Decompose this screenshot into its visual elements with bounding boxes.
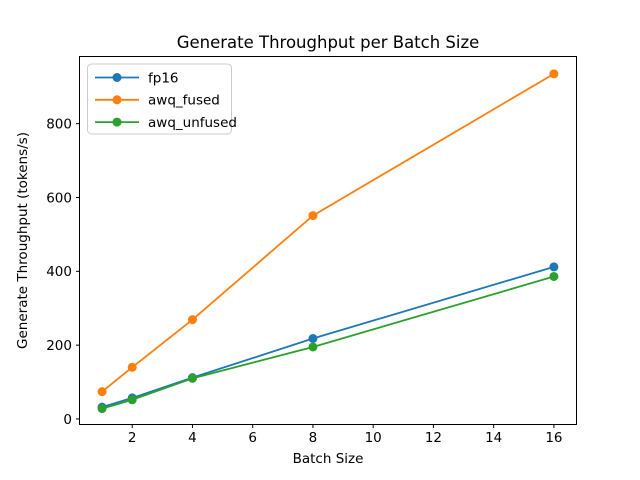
- chart-title: Generate Throughput per Batch Size: [177, 33, 480, 52]
- y-tick-label: 0: [63, 412, 72, 428]
- y-tick-label: 800: [46, 116, 72, 132]
- x-tick-label: 2: [128, 430, 137, 446]
- series-marker-awq_fused: [187, 315, 197, 325]
- series-marker-awq_unfused: [97, 404, 107, 414]
- axis-ticks-group: 2 4 6 8 10 12 14 16 0 200 400 600 800: [46, 116, 562, 446]
- legend-label-fp16: fp16: [148, 70, 179, 86]
- y-tick-label: 400: [46, 264, 72, 280]
- x-tick-label: 10: [365, 430, 382, 446]
- legend-marker-awq_unfused: [112, 117, 122, 127]
- legend-label-awq_fused: awq_fused: [148, 93, 220, 109]
- legend-label-awq_unfused: awq_unfused: [148, 115, 237, 131]
- series-marker-awq_fused: [127, 362, 137, 372]
- x-tick-label: 4: [188, 430, 197, 446]
- series-marker-awq_unfused: [549, 271, 559, 281]
- y-tick-label: 600: [46, 190, 72, 206]
- series-marker-fp16: [549, 262, 559, 272]
- legend-frame: [87, 63, 232, 135]
- plot-border: [79, 56, 577, 425]
- series-group: [97, 69, 559, 414]
- series-marker-awq_fused: [549, 69, 559, 79]
- series-marker-awq_fused: [308, 211, 318, 221]
- x-tick-label: 16: [545, 430, 562, 446]
- x-tick-label: 12: [425, 430, 442, 446]
- legend-box: fp16 awq_fused awq_unfused: [87, 63, 237, 135]
- y-axis-label: Generate Throughput (tokens/s): [15, 132, 31, 349]
- series-marker-awq_fused: [97, 387, 107, 397]
- x-tick-label: 14: [485, 430, 502, 446]
- y-tick-label: 200: [46, 338, 72, 354]
- legend-marker-awq_fused: [112, 95, 122, 105]
- series-marker-awq_unfused: [187, 373, 197, 383]
- x-axis-label: Batch Size: [293, 451, 364, 467]
- legend-marker-fp16: [112, 73, 122, 82]
- series-marker-awq_unfused: [127, 395, 137, 405]
- x-tick-label: 6: [248, 430, 257, 446]
- series-marker-fp16: [308, 333, 318, 343]
- x-tick-label: 8: [309, 430, 318, 446]
- series-marker-awq_unfused: [308, 342, 318, 352]
- series-line-awq_unfused: [101, 275, 555, 410]
